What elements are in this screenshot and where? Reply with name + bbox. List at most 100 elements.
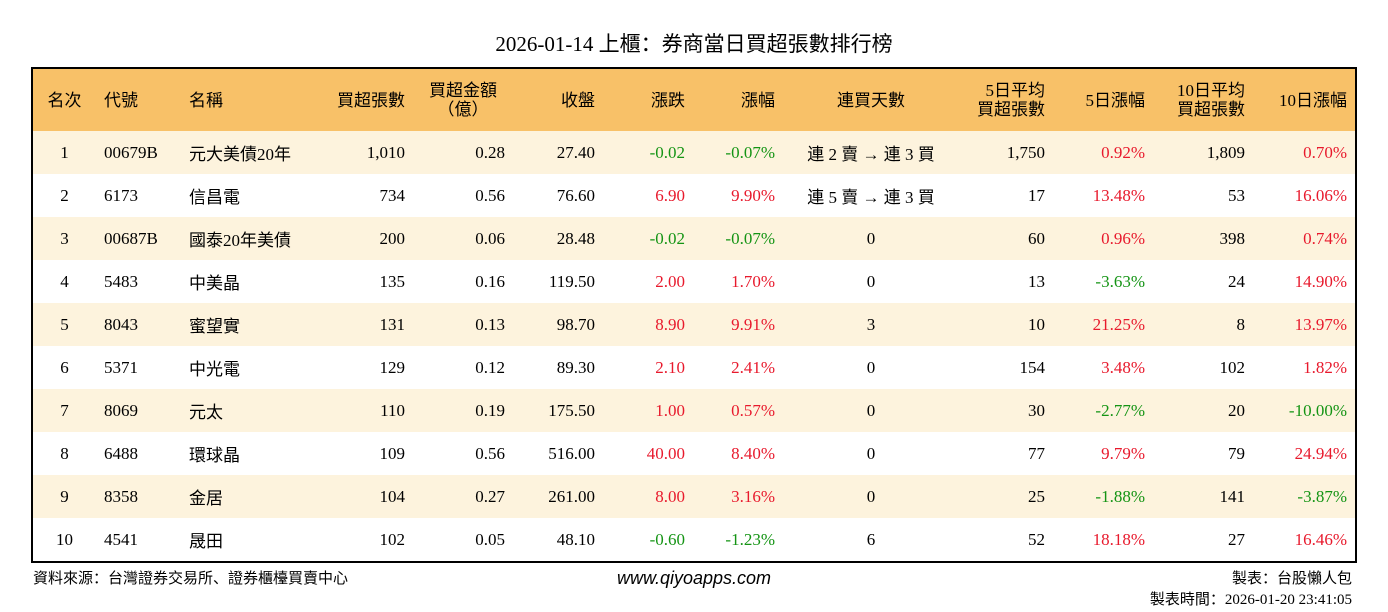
cell: -0.07% (693, 217, 783, 260)
cell: 261.00 (513, 475, 603, 518)
cell: 8069 (96, 389, 181, 432)
cell: 21.25% (1053, 303, 1153, 346)
cell: 52 (1028, 529, 1045, 549)
cell: 104 (319, 475, 413, 518)
cell: 5 (32, 303, 96, 346)
row: 9 8358 金居 104 0.27 261.00 8.00 3.16% 0 25 -1.88% 14… (32, 475, 1356, 518)
cell: 2.00 (655, 271, 685, 291)
cell: 0.13 (413, 303, 513, 346)
cell: -1.88% (1053, 475, 1153, 518)
cell: -1.23% (725, 529, 775, 549)
cell: 1.82% (1303, 357, 1347, 377)
cell: 16.06% (1294, 185, 1347, 205)
cell: 76.60 (556, 185, 595, 205)
cell: 8.00 (603, 475, 693, 518)
cell: 13.97% (1253, 303, 1356, 346)
cell: 8358 (96, 475, 181, 518)
cell: 53 (1228, 185, 1245, 205)
cell: 6 (866, 529, 876, 549)
cell: 金居 (181, 475, 319, 518)
cell: 89.30 (556, 357, 595, 377)
cell: 3.16% (693, 475, 783, 518)
cell: 信昌電 (189, 188, 240, 207)
cell: 0 (783, 389, 959, 432)
cell: 0.92% (1053, 131, 1153, 174)
cell: 734 (379, 185, 406, 205)
header-cell: 連買天數 (783, 68, 959, 131)
cell: 1,750 (959, 131, 1053, 174)
cell: 175.50 (513, 389, 603, 432)
cell: -0.07% (693, 131, 783, 174)
cell: 4541 (104, 529, 138, 549)
cell: 9.90% (731, 185, 775, 205)
cell: 5371 (104, 357, 138, 377)
cell: 154 (1019, 357, 1046, 377)
cell: -0.60 (649, 529, 685, 549)
cell: 1.70% (731, 271, 775, 291)
cell: 0.28 (413, 131, 513, 174)
row: 10 4541 晟田 102 0.05 48.10 -0.60 -1.23% 6 52 18.18%… (32, 518, 1356, 562)
cell: 109 (379, 443, 406, 463)
ranking-table: 名次 代號 名稱 買超張數 買超金額 （億） 收盤 漲跌 漲幅 連買天數 5日平均 買超張數 5日漲… (31, 67, 1357, 563)
header-cell: 買超金額 （億） (413, 68, 513, 131)
row: 1 00679B 元大美債20年 1,010 0.28 27.40 -0.02 -0.07% 連… (32, 131, 1356, 174)
cell: 0.06 (413, 217, 513, 260)
header-cell: 代號 (96, 68, 181, 131)
row: 8 6488 環球晶 109 0.56 516.00 40.00 8.40% 0 77 9.79% 7… (32, 432, 1356, 475)
cell: 1,809 (1153, 131, 1253, 174)
cell: 0.16 (475, 271, 505, 291)
cell: 9 (32, 475, 96, 518)
cell: 0.70% (1253, 131, 1356, 174)
cell: 18.18% (1092, 529, 1145, 549)
cell: 2 (60, 185, 69, 205)
header-cell: 名稱 (181, 68, 319, 131)
cell: 連 5 賣 → 連 3 買 (807, 188, 935, 207)
cell: 129 (379, 357, 406, 377)
row: 2 6173 信昌電 734 0.56 76.60 6.90 9.90% 連 5 賣 → 連 3… (32, 174, 1356, 217)
cell: 131 (319, 303, 413, 346)
cell: 27.40 (513, 131, 603, 174)
cell: 3.48% (1101, 357, 1145, 377)
cell: 國泰20年美債 (181, 217, 319, 260)
header-cell: 10日漲幅 (1253, 68, 1356, 131)
cell: 9.91% (693, 303, 783, 346)
cell: -0.02 (603, 131, 693, 174)
author: 製表：台股懶人包 (1231, 571, 1352, 587)
cell: 中光電 (189, 360, 240, 379)
cell: 40.00 (646, 443, 685, 463)
cell: 110 (319, 389, 413, 432)
cell: 4 (60, 271, 69, 291)
time: 製表時間：2026-01-20 23:41:05 (1149, 592, 1352, 608)
cell: 6173 (104, 185, 138, 205)
cell: 98.70 (513, 303, 603, 346)
header-cell: 買超張數 (319, 68, 413, 131)
cell: 516.00 (548, 443, 595, 463)
cell: 環球晶 (189, 446, 240, 465)
cell: 16.46% (1294, 529, 1347, 549)
cell: 3 (783, 303, 959, 346)
cell: 6.90 (655, 185, 685, 205)
cell: 3 (32, 217, 96, 260)
cell: 元太 (181, 389, 319, 432)
cell: 中美晶 (189, 274, 240, 293)
cell: 1 (32, 131, 96, 174)
cell: 8.90 (603, 303, 693, 346)
cell: 0.56 (475, 185, 505, 205)
cell: 79 (1228, 443, 1245, 463)
cell: 28.48 (513, 217, 603, 260)
cell: -10.00% (1253, 389, 1356, 432)
header-cell: 名次 (32, 68, 96, 131)
cell: 9.79% (1101, 443, 1145, 463)
cell: 8.40% (731, 443, 775, 463)
cell: -2.77% (1053, 389, 1153, 432)
row: 4 5483 中美晶 135 0.16 119.50 2.00 1.70% 0 13 -3.63% 2… (32, 260, 1356, 303)
cell: 10 (959, 303, 1053, 346)
source: 資料來源：台灣證券交易所、證券櫃檯買賣中心 (33, 571, 349, 587)
cell: 24.94% (1294, 443, 1347, 463)
title: 2026-01-14 上櫃：券商當日買超張數排行榜 (495, 32, 893, 56)
cell: -3.63% (1095, 271, 1145, 291)
header-cell: 漲幅 (693, 68, 783, 131)
header-cell: 10日平均 買超張數 (1153, 68, 1253, 131)
cell: 1,010 (319, 131, 413, 174)
